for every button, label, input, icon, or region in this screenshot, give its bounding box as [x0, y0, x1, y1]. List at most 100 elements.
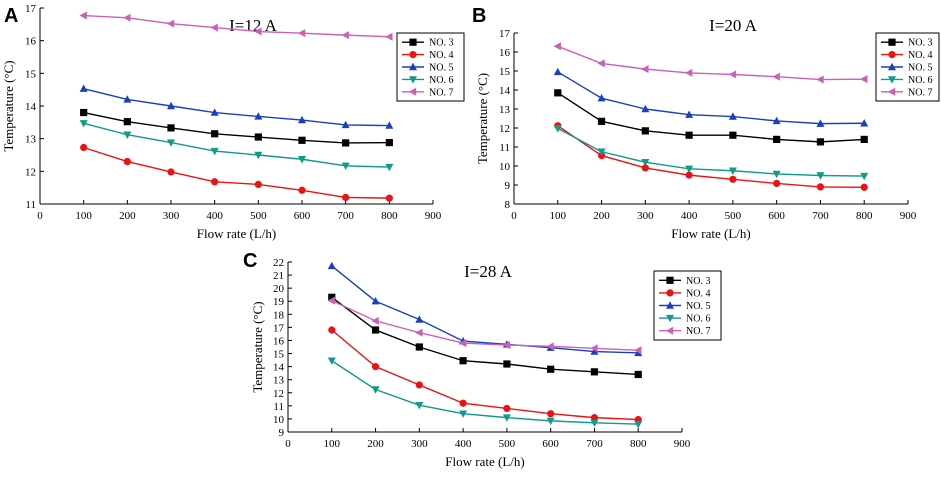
legend-marker	[666, 276, 674, 284]
data-point	[816, 138, 825, 146]
series-line	[557, 92, 865, 143]
series-no-3	[554, 89, 868, 146]
data-point	[415, 315, 424, 323]
data-point	[80, 143, 88, 152]
data-point	[641, 164, 649, 172]
data-point	[254, 180, 262, 188]
y-tick-label: 11	[25, 199, 36, 211]
x-tick-label: 600	[542, 438, 559, 450]
y-tick-label: 11	[499, 142, 510, 154]
x-tick-label: 400	[455, 438, 472, 450]
legend-marker	[408, 87, 417, 96]
data-point	[546, 342, 554, 351]
data-point	[167, 124, 175, 132]
data-point	[641, 127, 649, 135]
x-tick-label: 0	[511, 210, 517, 222]
data-point	[502, 341, 511, 350]
series-no-7	[553, 42, 868, 84]
data-point	[590, 419, 599, 428]
y-tick-label: 15	[273, 349, 285, 361]
legend-label: NO. 5	[686, 301, 710, 312]
x-tick-label: 700	[586, 438, 603, 450]
series-line	[83, 88, 390, 127]
data-point	[123, 118, 131, 126]
legend-marker	[666, 314, 674, 323]
data-point	[210, 108, 219, 116]
legend-label: NO. 4	[429, 50, 453, 61]
data-point	[415, 381, 423, 389]
legend-label: NO. 6	[686, 314, 710, 325]
y-tick-label: 15	[25, 68, 37, 80]
data-point	[772, 72, 780, 81]
legend-label: NO. 6	[908, 75, 932, 86]
x-tick-label: 0	[37, 210, 43, 222]
series-no-4	[80, 143, 393, 202]
y-tick-label: 11	[273, 401, 284, 413]
series-line	[331, 329, 639, 421]
x-axis-label: Flow rate (L/h)	[197, 226, 276, 241]
y-tick-label: 20	[273, 283, 285, 295]
data-point	[816, 183, 825, 191]
series-no-6	[79, 120, 394, 172]
data-point	[597, 148, 606, 156]
y-tick-label: 22	[273, 257, 284, 269]
data-point	[772, 170, 781, 179]
y-axis-label: Temperature (°C)	[1, 60, 16, 151]
y-tick-label: 12	[273, 388, 284, 400]
legend-marker	[888, 51, 896, 59]
chart-title: I=28 A	[464, 262, 513, 281]
series-line	[83, 111, 390, 144]
x-tick-label: 600	[768, 210, 785, 222]
data-point	[415, 328, 423, 337]
legend-label: NO. 7	[686, 326, 710, 337]
data-point	[547, 365, 555, 373]
y-tick-label: 13	[499, 104, 511, 116]
data-point	[328, 326, 336, 334]
data-point	[634, 346, 642, 355]
chart-title: I=20 A	[709, 16, 758, 35]
data-point	[459, 410, 468, 418]
y-tick-label: 9	[505, 180, 511, 192]
data-point	[254, 27, 262, 36]
data-point	[597, 117, 606, 125]
data-point	[210, 23, 218, 32]
data-point	[341, 120, 350, 129]
data-point	[816, 119, 825, 127]
y-tick-label: 13	[25, 134, 37, 146]
y-tick-label: 21	[273, 270, 284, 282]
data-point	[167, 139, 175, 147]
y-tick-label: 10	[273, 414, 285, 426]
x-tick-label: 800	[856, 210, 873, 222]
data-point	[385, 138, 393, 147]
data-point	[503, 360, 511, 368]
data-point	[503, 404, 511, 413]
data-point	[590, 347, 599, 355]
data-point	[729, 131, 737, 139]
data-point	[546, 417, 555, 426]
data-point	[728, 167, 737, 175]
series-line	[83, 14, 390, 38]
y-tick-label: 15	[499, 66, 511, 78]
data-point	[773, 135, 781, 143]
data-point	[342, 193, 350, 202]
x-tick-label: 800	[381, 210, 398, 222]
x-tick-label: 200	[367, 438, 384, 450]
y-tick-label: 16	[25, 36, 37, 48]
data-point	[297, 29, 306, 38]
data-point	[327, 261, 336, 270]
legend-marker	[409, 38, 417, 46]
series-no-7	[79, 11, 393, 41]
x-tick-label: 900	[900, 210, 917, 222]
legend-label: NO. 3	[429, 38, 453, 49]
data-point	[554, 89, 562, 97]
data-point	[371, 297, 380, 305]
legend-label: NO. 4	[686, 288, 710, 299]
legend-marker	[887, 87, 896, 96]
legend-marker	[888, 76, 896, 84]
y-tick-label: 14	[273, 362, 285, 374]
data-point	[298, 156, 306, 164]
series-no-5	[79, 84, 394, 129]
legend-marker	[888, 62, 896, 71]
data-point	[210, 147, 219, 156]
